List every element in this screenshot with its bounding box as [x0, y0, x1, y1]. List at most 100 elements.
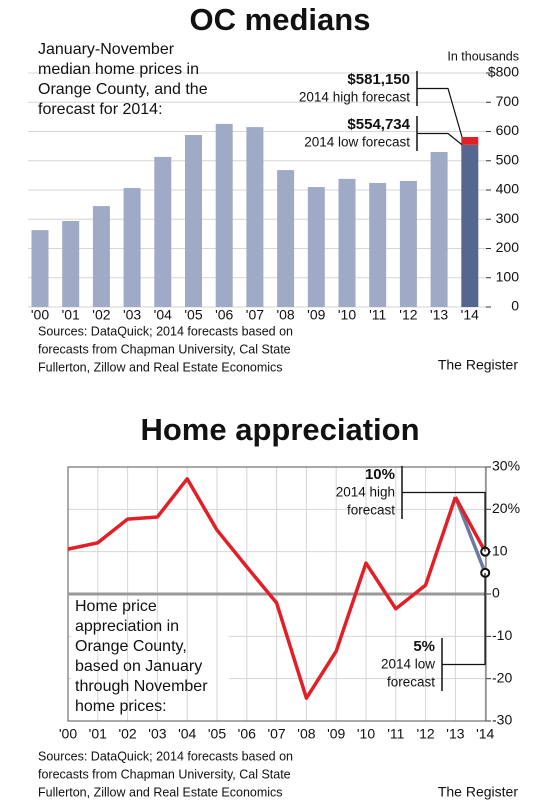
annotation-text: 2014 high forecast	[299, 90, 410, 105]
annotation-text: 2014 high	[336, 485, 395, 500]
x-tick-label: '07	[246, 307, 264, 323]
source: Sources: DataQuick; 2014 forecasts based…	[38, 324, 293, 338]
annotation-value: $554,734	[347, 116, 410, 133]
y-tick-label: 300	[496, 210, 520, 226]
x-tick-label: '08	[276, 307, 294, 323]
source: Fullerton, Zillow and Real Estate Econom…	[38, 360, 283, 374]
x-tick-label: '01	[62, 307, 80, 323]
y-tick-label: 0	[492, 585, 500, 601]
bar	[185, 135, 202, 307]
description: home prices:	[75, 698, 167, 715]
connector	[417, 132, 463, 146]
y-tick-label: 600	[496, 122, 520, 138]
y-tick-label: 0	[511, 298, 519, 314]
description: Home price	[75, 598, 157, 615]
bar	[307, 187, 325, 307]
x-tick-label: '06	[238, 726, 256, 742]
y-tick-label: $800	[488, 64, 519, 80]
y-tick-label: 700	[496, 93, 520, 109]
x-tick-label: '05	[208, 726, 226, 742]
source: Fullerton, Zillow and Real Estate Econom…	[38, 785, 283, 799]
y-tick-label: 30%	[492, 458, 520, 474]
x-tick-label: '00	[59, 726, 77, 742]
annotation-value: $581,150	[347, 71, 410, 88]
bar	[31, 230, 49, 307]
y-tick-label: 400	[496, 181, 520, 197]
x-tick-label: '14	[476, 726, 494, 742]
forecast-low-bar	[461, 144, 479, 307]
bar	[369, 182, 387, 307]
bar	[338, 178, 356, 307]
source: Sources: DataQuick; 2014 forecasts based…	[38, 749, 293, 763]
description: Orange County,	[75, 638, 187, 655]
x-tick-label: '02	[92, 307, 110, 323]
x-tick-label: '12	[416, 726, 434, 742]
line	[67, 477, 458, 700]
chart-title: Home appreciation	[140, 412, 419, 447]
y-tick-label: 500	[496, 151, 520, 167]
x-tick-label: '00	[31, 307, 49, 323]
x-tick-label: '04	[154, 307, 172, 323]
annotation-text: forecast	[387, 675, 435, 690]
y-tick-label: 20%	[492, 500, 520, 516]
x-tick-label: '12	[399, 307, 417, 323]
description: based on January	[75, 658, 202, 675]
description: January-November	[38, 41, 175, 58]
bar	[277, 170, 295, 307]
bar	[246, 127, 264, 307]
description: through November	[75, 678, 208, 695]
bar	[215, 123, 233, 308]
x-tick-label: '05	[184, 307, 202, 323]
x-tick-label: '11	[387, 726, 404, 742]
x-tick-label: '07	[267, 726, 285, 742]
y-tick-label: 200	[496, 239, 520, 255]
x-tick-label: '08	[297, 726, 315, 742]
x-tick-label: '11	[369, 307, 386, 323]
x-tick-label: '09	[307, 307, 325, 323]
x-tick-label: '13	[446, 726, 464, 742]
x-tick-label: '02	[118, 726, 136, 742]
source: forecasts from Chapman University, Cal S…	[38, 342, 291, 356]
bar	[399, 180, 417, 307]
x-tick-label: '13	[430, 307, 448, 323]
annotation-text: 2014 low	[381, 657, 435, 672]
forecast-high-line	[453, 496, 487, 553]
connector	[442, 572, 486, 666]
axis-title: In thousands	[447, 49, 519, 63]
bar	[62, 221, 80, 307]
y-tick-label: 100	[496, 268, 520, 284]
bar	[123, 187, 141, 307]
bar	[92, 206, 110, 307]
x-tick-label: '10	[338, 307, 356, 323]
x-tick-label: '03	[123, 307, 141, 323]
x-tick-label: '04	[178, 726, 196, 742]
bar	[430, 151, 448, 307]
source: forecasts from Chapman University, Cal S…	[38, 767, 291, 781]
x-tick-label: '03	[148, 726, 166, 742]
credit: The Register	[438, 357, 518, 373]
chart-title: OC medians	[190, 2, 371, 37]
x-tick-label: '09	[327, 726, 345, 742]
y-tick-label: -20	[492, 669, 512, 685]
description: Orange County, and the	[38, 81, 208, 98]
y-tick-label: 10	[492, 542, 508, 558]
x-tick-label: '01	[89, 726, 107, 742]
description: forecast for 2014:	[38, 101, 163, 118]
y-tick-label: -10	[492, 627, 512, 643]
x-tick-label: '14	[461, 307, 479, 323]
x-tick-label: '10	[357, 726, 375, 742]
forecast-high-bar	[461, 137, 479, 145]
annotation-text: 2014 low forecast	[304, 135, 410, 150]
x-tick-label: '06	[215, 307, 233, 323]
description: appreciation in	[75, 618, 179, 635]
annotation-value: 10%	[365, 466, 395, 483]
bar	[154, 156, 172, 307]
annotation-value: 5%	[413, 638, 435, 655]
annotation-text: forecast	[347, 503, 395, 518]
description: median home prices in	[38, 61, 199, 78]
credit: The Register	[438, 784, 518, 800]
y-tick-label: -30	[492, 712, 512, 728]
connector	[417, 87, 463, 138]
